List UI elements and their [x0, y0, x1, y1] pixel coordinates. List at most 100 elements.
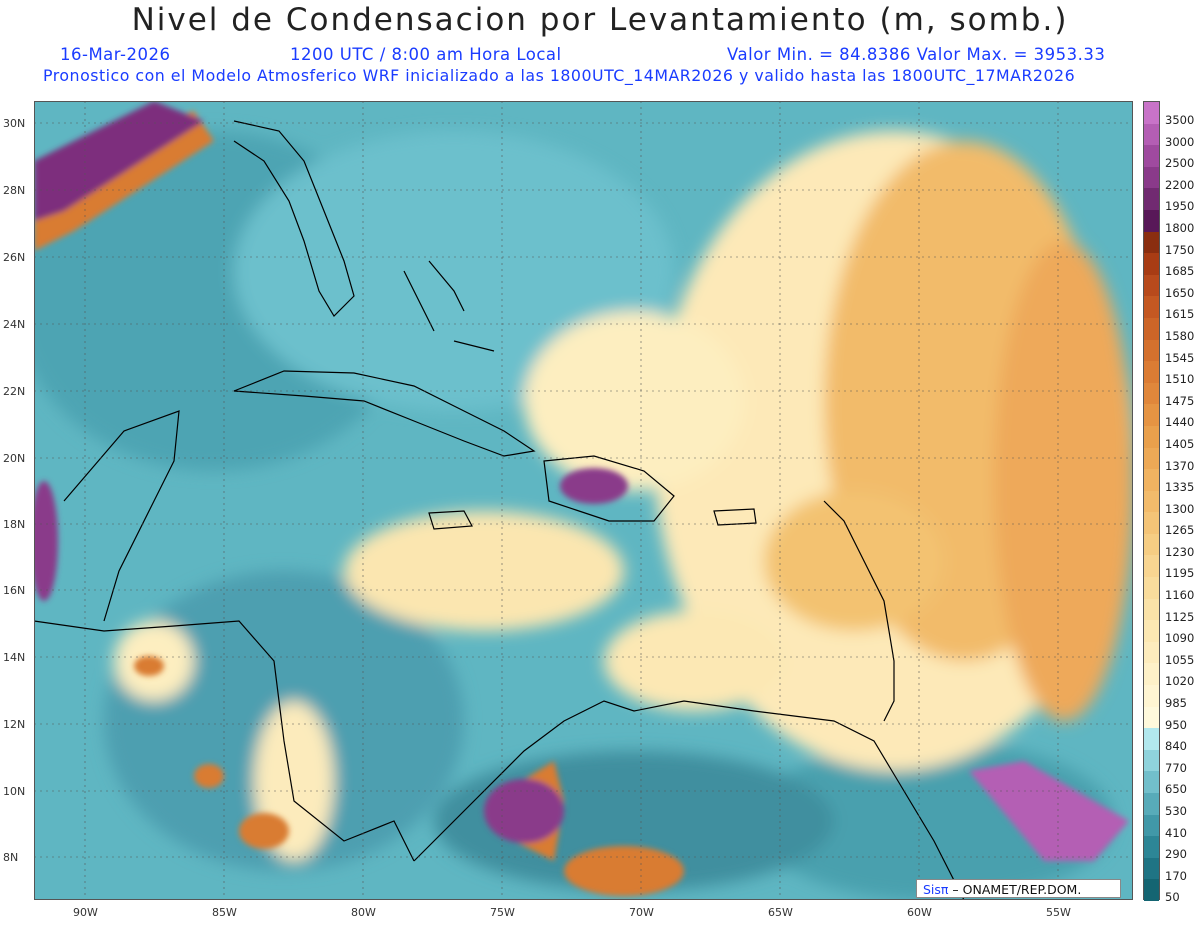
- lon-label-75w: 75W: [490, 906, 515, 919]
- colorbar-swatch: [1144, 620, 1159, 642]
- colorbar-swatch: [1144, 404, 1159, 426]
- colorbar-label: 2200: [1165, 177, 1195, 192]
- colorbar-label: 1750: [1165, 242, 1195, 257]
- colorbar-swatch: [1144, 533, 1159, 556]
- lat-label-8n: 8N: [3, 851, 19, 864]
- lon-label-80w: 80W: [351, 906, 376, 919]
- colorbar-swatch: [1144, 598, 1159, 621]
- colorbar-label: 1475: [1165, 393, 1195, 408]
- colorbar-label: 985: [1165, 696, 1187, 711]
- chart-title: Nivel de Condensacion por Levantamiento …: [131, 2, 1069, 38]
- colorbar-label: 1800: [1165, 220, 1195, 235]
- colorbar-swatch: [1144, 814, 1159, 837]
- colorbar-swatch: [1144, 274, 1159, 297]
- colorbar-swatch: [1144, 188, 1159, 210]
- colorbar-label: 650: [1165, 782, 1187, 797]
- lat-label-16n: 16N: [3, 584, 26, 597]
- lat-label-10n: 10N: [3, 785, 26, 798]
- colorbar-swatch: [1144, 447, 1159, 470]
- lon-label-55w: 55W: [1046, 906, 1071, 919]
- colorbar-label: 840: [1165, 739, 1187, 754]
- map-panel: [34, 101, 1133, 900]
- colorbar-swatch: [1144, 425, 1159, 448]
- colorbar-swatch: [1144, 836, 1159, 858]
- colorbar-label: 2500: [1165, 156, 1195, 171]
- colorbar-swatch: [1144, 231, 1159, 254]
- lon-label-60w: 60W: [907, 906, 932, 919]
- bahamas-outline: [403, 260, 495, 352]
- colorbar-label: 1230: [1165, 544, 1195, 559]
- grid-lines: [34, 101, 1133, 900]
- colorbar-swatch: [1144, 857, 1159, 880]
- colorbar-label: 1160: [1165, 588, 1195, 603]
- colorbar-label: 290: [1165, 847, 1187, 862]
- forecast-date: 16-Mar-2026: [60, 45, 171, 64]
- colorbar-label: 1125: [1165, 609, 1195, 624]
- colorbar-label: 770: [1165, 760, 1187, 775]
- colorbar-swatch: [1144, 253, 1159, 275]
- lat-label-30n: 30N: [3, 117, 26, 130]
- colorbar-label: 3500: [1165, 113, 1195, 127]
- coastlines: [34, 120, 965, 900]
- credit-org: – ONAMET/REP.DOM.: [948, 882, 1082, 897]
- lon-label-65w: 65W: [768, 906, 793, 919]
- colorbar-label: 1300: [1165, 501, 1195, 516]
- colorbar-swatch: [1144, 685, 1159, 707]
- hispaniola-outline: [543, 455, 675, 522]
- colorbar-swatch: [1144, 339, 1159, 362]
- sispi-logo-text: Sisπ: [923, 882, 949, 897]
- colorbar-swatch: [1144, 728, 1159, 750]
- lat-label-22n: 22N: [3, 385, 26, 398]
- colorbar-label: 1615: [1165, 307, 1195, 322]
- colorbar-swatch: [1144, 382, 1159, 405]
- map-frame: [34, 101, 1133, 900]
- forecast-time: 1200 UTC / 8:00 am Hora Local: [290, 45, 562, 64]
- credit-badge: Sisπ – ONAMET/REP.DOM.: [916, 879, 1121, 898]
- colorbar-label: 1685: [1165, 264, 1195, 279]
- colorbar-swatch: [1144, 102, 1159, 124]
- lat-label-26n: 26N: [3, 251, 26, 264]
- lesser-antilles-outline: [823, 500, 895, 722]
- colorbar-label: 1020: [1165, 674, 1195, 689]
- colorbar-label: 410: [1165, 825, 1187, 840]
- lon-label-90w: 90W: [73, 906, 98, 919]
- colorbar-label: 1510: [1165, 372, 1195, 387]
- colorbar-label: 530: [1165, 804, 1187, 819]
- colorbar-label: 1090: [1165, 631, 1195, 646]
- colorbar-swatch: [1144, 706, 1159, 729]
- colorbar-swatch: [1144, 512, 1159, 534]
- colorbar-swatch: [1144, 166, 1159, 189]
- colorbar-swatch: [1144, 771, 1159, 793]
- colorbar-swatch: [1144, 209, 1159, 232]
- colorbar-label: 50: [1165, 890, 1180, 905]
- lat-label-18n: 18N: [3, 518, 26, 531]
- high-value-cores: [34, 101, 1129, 896]
- yucatan-outline: [63, 410, 180, 622]
- colorbar-label: 950: [1165, 717, 1187, 732]
- colorbar-label: 1580: [1165, 328, 1195, 343]
- colorbar-swatch: [1144, 317, 1159, 340]
- colorbar-swatch: [1144, 490, 1159, 513]
- colorbar-swatch: [1144, 641, 1159, 664]
- colorbar-label: 1545: [1165, 350, 1195, 365]
- colorbar-swatch: [1144, 361, 1159, 383]
- florida-outline: [233, 120, 355, 317]
- puerto-rico-outline: [713, 508, 757, 526]
- colorbar: [1143, 101, 1160, 901]
- colorbar-label: 1055: [1165, 652, 1195, 667]
- lat-label-20n: 20N: [3, 452, 26, 465]
- lat-label-28n: 28N: [3, 184, 26, 197]
- colorbar-label: 1950: [1165, 199, 1195, 214]
- colorbar-swatch: [1144, 123, 1159, 146]
- colorbar-label: 3000: [1165, 134, 1195, 149]
- lat-label-14n: 14N: [3, 651, 26, 664]
- model-info-line: Pronostico con el Modelo Atmosferico WRF…: [43, 66, 1076, 85]
- lon-label-85w: 85W: [212, 906, 237, 919]
- colorbar-label: 1650: [1165, 285, 1195, 300]
- min-max-values: Valor Min. = 84.8386 Valor Max. = 3953.3…: [727, 45, 1106, 64]
- colorbar-label: 1440: [1165, 415, 1195, 430]
- colorbar-swatch: [1144, 145, 1159, 167]
- colorbar-label: 1265: [1165, 523, 1195, 538]
- colorbar-swatch: [1144, 296, 1159, 318]
- colorbar-swatch: [1144, 469, 1159, 491]
